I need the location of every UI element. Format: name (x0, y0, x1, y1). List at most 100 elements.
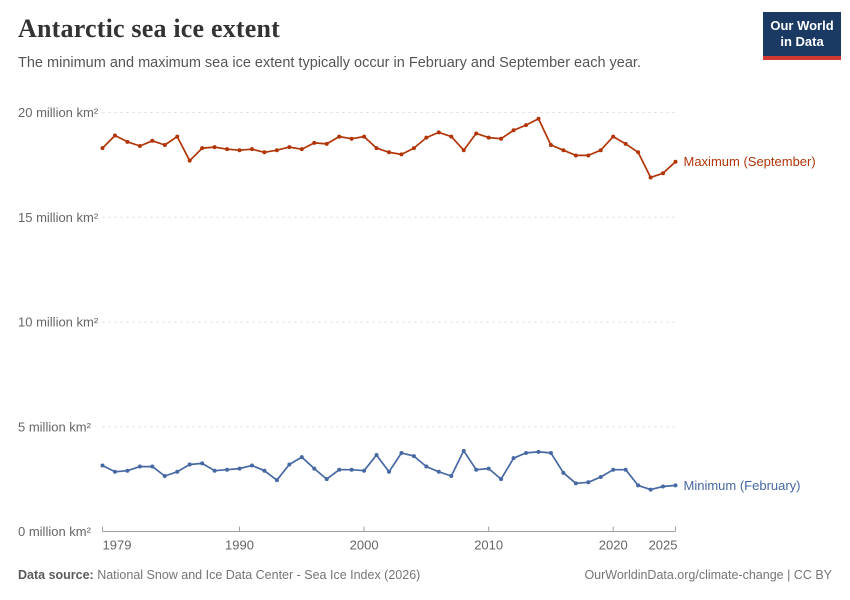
data-point-1-2019[interactable] (598, 475, 603, 480)
data-point-0-1988[interactable] (212, 145, 217, 150)
data-point-1-2013[interactable] (524, 450, 529, 455)
data-point-1-2024[interactable] (661, 484, 666, 489)
data-point-0-2015[interactable] (548, 142, 553, 147)
data-point-0-1993[interactable] (274, 148, 279, 153)
data-point-0-2018[interactable] (586, 153, 591, 158)
data-point-0-1980[interactable] (112, 133, 117, 138)
data-point-0-2007[interactable] (449, 134, 454, 139)
data-point-1-1992[interactable] (262, 468, 267, 473)
series-label-1[interactable]: Minimum (February) (684, 478, 801, 493)
data-point-0-2021[interactable] (623, 141, 628, 146)
data-point-1-2003[interactable] (399, 450, 404, 455)
series-line-0[interactable] (101, 117, 677, 179)
data-point-1-1982[interactable] (137, 464, 142, 469)
data-point-0-2002[interactable] (387, 150, 391, 155)
data-point-1-1998[interactable] (337, 467, 342, 472)
data-point-1-1994[interactable] (287, 462, 292, 467)
data-point-0-1999[interactable] (349, 136, 354, 141)
data-point-0-1995[interactable] (299, 147, 304, 152)
data-point-0-2017[interactable] (573, 153, 578, 158)
series-label-0[interactable]: Maximum (September) (684, 154, 816, 169)
data-point-1-1984[interactable] (162, 473, 167, 478)
data-point-0-2010[interactable] (486, 135, 491, 140)
data-point-1-2004[interactable] (411, 454, 416, 459)
data-point-1-2017[interactable] (573, 481, 578, 486)
data-point-1-1986[interactable] (187, 462, 192, 467)
data-point-0-1982[interactable] (137, 144, 142, 149)
data-point-0-1997[interactable] (324, 141, 329, 146)
data-point-1-2014[interactable] (536, 449, 541, 454)
data-point-0-1984[interactable] (162, 142, 167, 147)
data-point-1-2016[interactable] (561, 470, 566, 475)
chart-subtitle: The minimum and maximum sea ice extent t… (18, 55, 641, 71)
data-point-0-1992[interactable] (262, 150, 267, 155)
data-point-0-2016[interactable] (561, 148, 566, 153)
data-point-0-1983[interactable] (150, 138, 155, 143)
data-point-1-1985[interactable] (175, 469, 180, 474)
data-point-1-2008[interactable] (461, 448, 466, 453)
data-point-1-2015[interactable] (548, 450, 553, 455)
data-point-1-1995[interactable] (299, 455, 304, 460)
data-point-1-1988[interactable] (212, 468, 217, 473)
data-point-0-2001[interactable] (374, 146, 379, 151)
data-point-0-1989[interactable] (225, 147, 230, 152)
data-point-0-2024[interactable] (661, 171, 666, 176)
data-point-1-2021[interactable] (623, 467, 628, 472)
data-point-1-2006[interactable] (436, 469, 441, 474)
data-point-1-1993[interactable] (274, 478, 279, 483)
data-point-1-1991[interactable] (249, 463, 254, 468)
data-point-0-2020[interactable] (611, 134, 616, 139)
data-point-1-2002[interactable] (387, 469, 391, 474)
data-point-0-2023[interactable] (648, 175, 653, 180)
data-point-1-1999[interactable] (349, 467, 354, 472)
data-point-0-1985[interactable] (175, 134, 180, 139)
data-point-1-2010[interactable] (486, 466, 491, 471)
owid-logo[interactable]: Our World in Data (763, 12, 841, 60)
data-point-0-2014[interactable] (536, 116, 541, 121)
data-point-1-2025[interactable] (673, 483, 678, 488)
data-point-0-1979[interactable] (100, 146, 105, 151)
data-point-1-1997[interactable] (324, 477, 329, 482)
data-point-1-2005[interactable] (424, 464, 429, 469)
data-point-0-1987[interactable] (200, 146, 205, 151)
data-point-0-2004[interactable] (411, 146, 416, 151)
data-point-1-2018[interactable] (586, 480, 591, 485)
data-point-0-1998[interactable] (337, 134, 342, 139)
credit-link[interactable]: OurWorldinData.org/climate-change | CC B… (584, 568, 832, 582)
data-point-0-2000[interactable] (362, 134, 367, 139)
data-point-0-2008[interactable] (461, 148, 466, 153)
data-point-0-2003[interactable] (399, 152, 404, 157)
data-point-0-1986[interactable] (187, 158, 192, 163)
data-point-1-1981[interactable] (125, 468, 130, 473)
data-point-1-1980[interactable] (112, 469, 117, 474)
data-point-0-1981[interactable] (125, 139, 130, 144)
data-point-1-1979[interactable] (100, 463, 105, 468)
data-point-0-1991[interactable] (249, 147, 254, 152)
data-point-1-1996[interactable] (312, 466, 317, 471)
data-point-1-2020[interactable] (611, 467, 616, 472)
data-point-0-2025[interactable] (673, 159, 678, 164)
data-point-0-1990[interactable] (237, 148, 242, 153)
data-point-0-1994[interactable] (287, 145, 292, 150)
data-point-0-2011[interactable] (499, 136, 504, 141)
data-point-1-2012[interactable] (511, 456, 516, 461)
data-point-1-1983[interactable] (150, 464, 155, 469)
data-point-0-2022[interactable] (636, 150, 641, 155)
data-point-1-1987[interactable] (200, 461, 205, 466)
data-point-0-2012[interactable] (511, 128, 516, 133)
data-point-0-2005[interactable] (424, 135, 429, 140)
data-point-1-2022[interactable] (636, 483, 641, 488)
data-point-1-2011[interactable] (499, 477, 504, 482)
data-point-1-1990[interactable] (237, 466, 242, 471)
data-point-1-2023[interactable] (648, 487, 653, 492)
data-point-0-2013[interactable] (524, 123, 529, 128)
data-point-1-2009[interactable] (474, 467, 479, 472)
data-point-1-1989[interactable] (225, 467, 230, 472)
data-point-0-2009[interactable] (474, 131, 479, 136)
data-point-1-2007[interactable] (449, 473, 454, 478)
data-point-0-2019[interactable] (598, 148, 603, 153)
data-point-0-2006[interactable] (436, 130, 441, 135)
data-point-0-1996[interactable] (312, 140, 317, 145)
data-point-1-2001[interactable] (374, 453, 379, 458)
data-point-1-2000[interactable] (362, 468, 367, 473)
